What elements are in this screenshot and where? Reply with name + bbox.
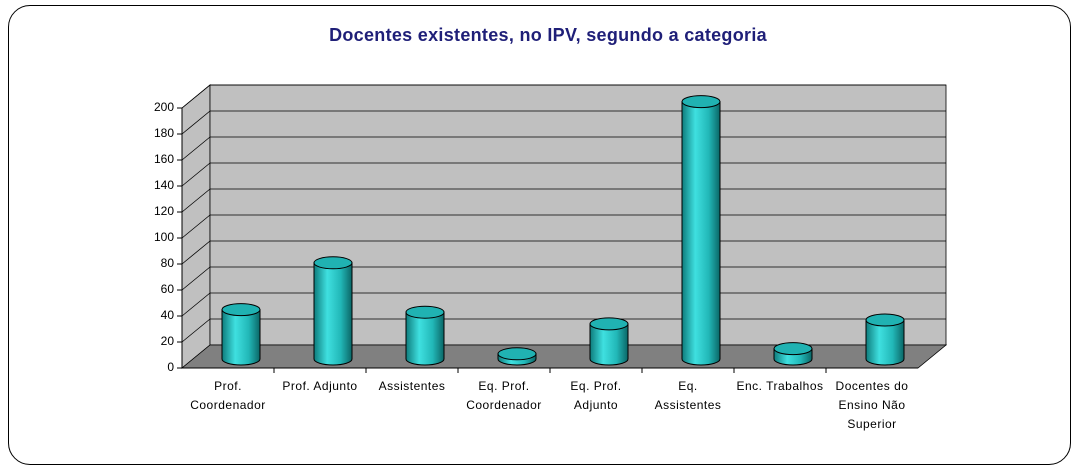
bar-top <box>865 313 905 327</box>
x-tick-label: Prof. Coordenador <box>190 379 266 412</box>
grid-line <box>181 318 211 343</box>
x-tick-label: Enc. Trabalhos <box>736 379 824 393</box>
bar <box>865 313 905 366</box>
bar <box>589 317 629 366</box>
y-tick-label: 20 <box>161 334 175 348</box>
floor <box>180 344 948 369</box>
y-tick-label: 0 <box>167 360 174 374</box>
grid-line <box>181 214 211 239</box>
bar-top <box>313 256 353 270</box>
bar <box>497 347 537 366</box>
bar <box>405 305 445 366</box>
grid-line <box>181 240 211 265</box>
bar-body <box>865 319 905 366</box>
grid-line <box>181 292 211 317</box>
bar-top <box>221 303 261 317</box>
grid-line <box>181 84 211 109</box>
x-tick-label: Eq. Prof. Coordenador <box>466 379 542 412</box>
bar-body <box>405 311 445 366</box>
bar-top <box>405 305 445 319</box>
y-tick-label: 100 <box>154 230 174 244</box>
y-tick-label: 200 <box>154 100 174 114</box>
bar-top <box>497 347 537 361</box>
bar <box>773 342 813 366</box>
bar <box>681 95 721 366</box>
y-tick-label: 80 <box>161 256 175 270</box>
bar-body <box>221 309 261 366</box>
chart-frame <box>8 5 1071 465</box>
bar-body <box>313 262 353 366</box>
grid-line <box>181 136 211 161</box>
bar-top <box>773 342 813 356</box>
x-tick-label: Eq. Assistentes <box>654 379 722 412</box>
grid-line <box>181 266 211 291</box>
bar-top <box>589 317 629 331</box>
x-tick-label: Eq. Prof. Adjunto <box>570 379 622 412</box>
grid-line <box>181 162 211 187</box>
bar-body <box>589 323 629 366</box>
y-tick-label: 140 <box>154 178 174 192</box>
bar-top <box>681 95 721 109</box>
grid-line <box>181 110 211 135</box>
y-tick-label: 60 <box>161 282 175 296</box>
x-tick-label: Assistentes <box>378 379 446 393</box>
y-tick-label: 40 <box>161 308 175 322</box>
y-tick-label: 180 <box>154 126 174 140</box>
chart-title: Docentes existentes, no IPV, segundo a c… <box>329 25 768 45</box>
bar <box>221 303 261 366</box>
y-tick-label: 120 <box>154 204 174 218</box>
x-tick-label: Prof. Adjunto <box>282 379 358 393</box>
y-tick-label: 160 <box>154 152 174 166</box>
bar <box>313 256 353 366</box>
grid-line <box>181 188 211 213</box>
x-tick-label: Docentes do Ensino Não Superior <box>835 379 909 431</box>
bar-body <box>681 101 721 366</box>
